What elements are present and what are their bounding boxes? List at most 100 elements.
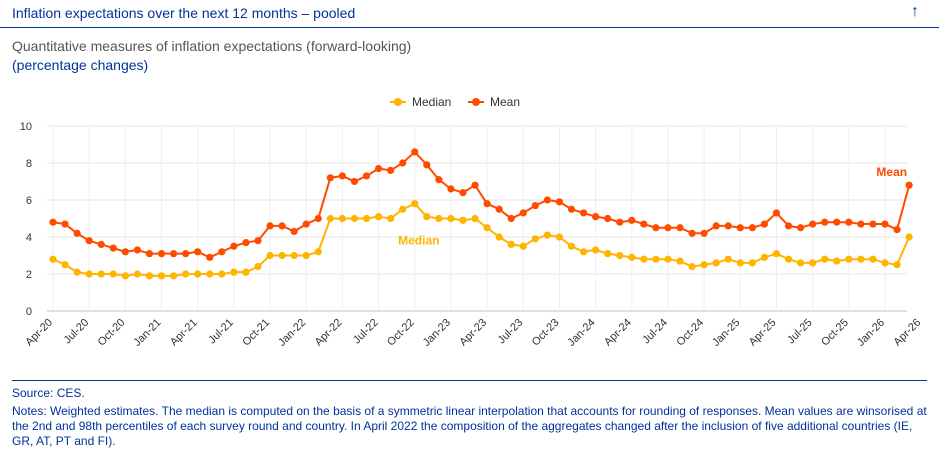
x-tick-label: Jul-21 <box>206 317 236 347</box>
data-point-median <box>387 214 395 223</box>
data-point-median <box>73 268 81 276</box>
chart-subtitle: (percentage changes) <box>12 57 149 73</box>
data-point-median <box>628 253 636 261</box>
x-tick-label: Jul-23 <box>496 317 526 347</box>
x-tick-label: Jul-20 <box>62 317 92 347</box>
x-tick-label: Jan-22 <box>276 317 308 349</box>
x-tick-label: Oct-21 <box>240 317 272 349</box>
data-point-median <box>423 213 431 221</box>
data-point-median <box>218 270 226 278</box>
data-point-median <box>121 272 129 280</box>
data-point-median <box>905 233 913 241</box>
data-point-median <box>604 250 612 258</box>
data-point-median <box>821 255 829 263</box>
data-point-median <box>881 259 889 267</box>
data-point-median <box>326 214 334 223</box>
notes-text: Notes: Weighted estimates. The median is… <box>12 404 927 448</box>
data-point-mean <box>266 222 274 230</box>
data-point-mean <box>194 248 202 256</box>
data-point-median <box>567 242 576 250</box>
data-point-median <box>845 255 853 263</box>
data-point-mean <box>905 181 913 189</box>
data-point-median <box>495 233 503 241</box>
x-tick-label: Apr-21 <box>168 317 200 349</box>
data-point-mean <box>869 220 877 228</box>
data-point-mean <box>736 224 744 232</box>
data-point-median <box>555 233 564 241</box>
data-point-mean <box>664 224 672 232</box>
data-point-mean <box>447 185 455 193</box>
x-tick-label: Oct-24 <box>674 317 706 349</box>
data-point-median <box>784 255 793 263</box>
chart-title: Quantitative measures of inflation expec… <box>12 38 412 54</box>
data-point-mean <box>604 214 612 223</box>
data-point-median <box>254 263 262 271</box>
data-point-mean <box>495 205 503 213</box>
x-tick-label: Oct-25 <box>819 317 851 349</box>
x-tick-label: Jul-25 <box>785 317 815 347</box>
data-point-median <box>724 255 732 263</box>
x-tick-label: Jan-25 <box>710 317 742 349</box>
data-point-median <box>483 224 491 232</box>
data-point-mean <box>290 227 298 236</box>
data-point-mean <box>507 214 515 223</box>
data-point-median <box>266 251 274 260</box>
data-point-median <box>507 240 515 248</box>
data-point-mean <box>471 181 479 189</box>
data-point-mean <box>97 240 105 248</box>
data-point-median <box>772 250 781 258</box>
data-point-mean <box>809 220 817 228</box>
data-point-median <box>157 272 166 280</box>
data-point-mean <box>772 209 781 217</box>
data-point-median <box>97 270 105 278</box>
data-point-median <box>447 214 455 223</box>
data-point-median <box>459 216 467 224</box>
data-point-median <box>592 246 600 254</box>
data-point-mean <box>278 222 286 230</box>
data-point-median <box>652 255 660 263</box>
x-tick-label: Apr-20 <box>23 317 55 349</box>
legend-swatch-marker <box>472 98 480 106</box>
arrow-up-icon[interactable]: ↑ <box>911 3 919 20</box>
data-point-median <box>809 259 817 267</box>
data-point-median <box>712 259 720 267</box>
y-tick-label: 10 <box>20 121 32 133</box>
data-point-mean <box>857 220 865 228</box>
data-point-mean <box>362 172 371 180</box>
data-point-mean <box>700 229 708 237</box>
data-point-median <box>736 259 744 267</box>
y-tick-label: 2 <box>26 269 32 281</box>
data-point-mean <box>760 220 769 228</box>
data-point-mean <box>845 218 853 226</box>
data-point-median <box>61 261 69 269</box>
x-tick-label: Jan-24 <box>565 317 597 349</box>
data-point-median <box>314 248 322 256</box>
data-point-mean <box>881 220 889 228</box>
data-point-mean <box>218 248 226 256</box>
data-point-median <box>857 255 865 263</box>
data-point-median <box>531 235 539 243</box>
data-point-mean <box>49 218 57 226</box>
data-point-mean <box>230 242 238 250</box>
x-tick-label: Oct-22 <box>385 317 417 349</box>
x-tick-label: Apr-26 <box>891 317 923 349</box>
median-annotation: Median <box>398 234 439 248</box>
data-point-mean <box>73 229 81 237</box>
data-point-mean <box>555 198 564 206</box>
data-point-mean <box>724 222 732 230</box>
data-point-median <box>182 270 190 278</box>
data-point-mean <box>61 220 69 228</box>
data-point-mean <box>350 177 359 186</box>
x-tick-label: Jan-26 <box>855 317 887 349</box>
y-tick-label: 4 <box>26 232 32 244</box>
data-point-mean <box>640 220 648 228</box>
data-point-median <box>411 200 419 208</box>
data-point-mean <box>833 218 841 226</box>
data-point-mean <box>592 213 600 221</box>
data-point-median <box>760 253 769 261</box>
data-point-mean <box>157 250 166 258</box>
data-point-mean <box>109 244 117 252</box>
data-point-mean <box>374 164 383 173</box>
data-point-mean <box>242 238 250 247</box>
data-point-mean <box>628 216 636 224</box>
